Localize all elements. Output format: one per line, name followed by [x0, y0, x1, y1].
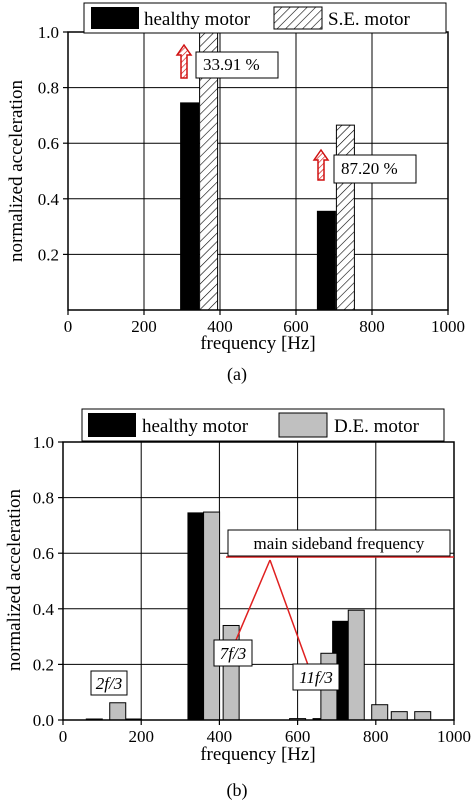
- annotation-box-11f3: [292, 663, 340, 691]
- x-axis-label-b: frequency [Hz]: [200, 744, 316, 765]
- x-tick-label: 1000: [431, 317, 465, 336]
- bars-b: [85, 511, 432, 721]
- legend-label-healthy-b: healthy motor: [142, 416, 249, 437]
- legend-swatch-healthy-b: [88, 413, 136, 437]
- legend-box-b: [81, 408, 445, 442]
- x-tick-label: 800: [363, 727, 389, 746]
- annotation-11f3: 11f/3: [292, 663, 340, 691]
- x-tick-label: 1000: [437, 727, 471, 746]
- x-tick-label: 800: [359, 317, 385, 336]
- y-tick-label: 0.2: [33, 655, 54, 674]
- y-tick-label: 0.8: [33, 489, 54, 508]
- y-tick-label: 0.6: [38, 134, 59, 153]
- annotation-2f3: 2f/3: [90, 670, 128, 696]
- y-tick-label: 0.6: [33, 544, 54, 563]
- bar-de-750: [347, 609, 365, 721]
- legend-box-a: [83, 2, 447, 34]
- legend-label-de-b: D.E. motor: [334, 416, 420, 437]
- annotation-box-33-91: [195, 51, 279, 79]
- legend-swatch-se-a: [273, 6, 323, 30]
- annotation-text-87-20: 87.20 %: [341, 159, 398, 178]
- sideband-label-box: [227, 529, 451, 557]
- bar-healthy-680: [316, 210, 336, 311]
- legend-label-healthy-a: healthy motor: [144, 9, 251, 30]
- x-axis-label-a: frequency [Hz]: [200, 333, 316, 354]
- sideband-pointer-left: [235, 559, 271, 641]
- y-axis-label-b: normalized acceleration: [4, 489, 25, 671]
- bar-de-140: [109, 702, 127, 721]
- panel-a: 0 200 400 600 800 1000 0.2 0.4 0.6 0.8 1.0 health…: [6, 2, 465, 385]
- annotation-7f3: 7f/3: [213, 639, 253, 667]
- up-arrow-icon: [312, 148, 330, 181]
- bar-de-860: [390, 711, 408, 721]
- annotation-87-20: 87.20 %: [312, 148, 417, 184]
- y-tick-label: 0.8: [38, 79, 59, 98]
- annotation-text-33-91: 33.91 %: [203, 55, 260, 74]
- y-tick-label: 1.0: [33, 433, 54, 452]
- sideband-pointer-right: [269, 559, 309, 666]
- legend-a: healthy motor S.E. motor: [83, 2, 447, 34]
- legend-swatch-de-b: [278, 412, 328, 438]
- annotation-text-2f3: 2f/3: [96, 674, 122, 693]
- x-tick-label: 0: [59, 727, 68, 746]
- panel-caption-b: (b): [227, 780, 248, 801]
- x-tick-label: 600: [283, 317, 309, 336]
- plot-area-b: [63, 442, 454, 720]
- annotation-text-11f3: 11f/3: [299, 668, 333, 687]
- legend-swatch-healthy-a: [91, 7, 139, 29]
- y-tick-label: 0.4: [33, 600, 55, 619]
- x-tick-label: 400: [207, 727, 233, 746]
- annotation-box-87-20: [333, 154, 417, 184]
- y-tick-label: 1.0: [38, 23, 59, 42]
- annotation-box-2f3: [90, 670, 128, 696]
- y-tick-label: 0.4: [38, 190, 60, 209]
- x-ticks-b: 0 200 400 600 800 1000: [59, 720, 471, 746]
- y-tick-label: 0.0: [33, 711, 54, 730]
- y-ticks-a: 0.2 0.4 0.6 0.8 1.0: [38, 23, 68, 264]
- annotation-text-7f3: 7f/3: [220, 644, 246, 663]
- y-axis-label-a: normalized acceleration: [6, 80, 27, 262]
- sideband-annotation: main sideband frequency: [226, 529, 454, 666]
- panel-caption-a: (a): [227, 364, 247, 385]
- bar-healthy-340: [187, 512, 205, 721]
- bar-de-380: [203, 511, 221, 721]
- grid-a: [68, 32, 448, 310]
- annotation-33-91: 33.91 %: [175, 43, 279, 79]
- x-ticks-a: 0 200 400 600 800 1000: [64, 310, 465, 336]
- bar-healthy-320: [180, 102, 200, 311]
- sideband-label-text: main sideband frequency: [254, 534, 425, 553]
- up-arrow-icon: [175, 43, 193, 79]
- bar-de-810: [371, 704, 389, 721]
- legend-b: healthy motor D.E. motor: [81, 408, 445, 442]
- panel-b: 0 200 400 600 800 1000 0.0 0.2 0.4 0.6 0.8 1.0 hea…: [4, 408, 471, 801]
- x-tick-label: 0: [64, 317, 73, 336]
- bar-de-920: [414, 711, 432, 721]
- plot-frame-b: [62, 441, 455, 721]
- bar-se-730: [335, 124, 355, 311]
- y-ticks-b: 0.0 0.2 0.4 0.6 0.8 1.0: [33, 433, 63, 730]
- x-tick-label: 400: [207, 317, 233, 336]
- x-tick-label: 200: [131, 317, 157, 336]
- annotation-box-7f3: [213, 639, 253, 667]
- legend-label-se-a: S.E. motor: [328, 9, 410, 30]
- y-tick-label: 0.2: [38, 245, 59, 264]
- x-tick-label: 600: [285, 727, 311, 746]
- x-tick-label: 200: [128, 727, 154, 746]
